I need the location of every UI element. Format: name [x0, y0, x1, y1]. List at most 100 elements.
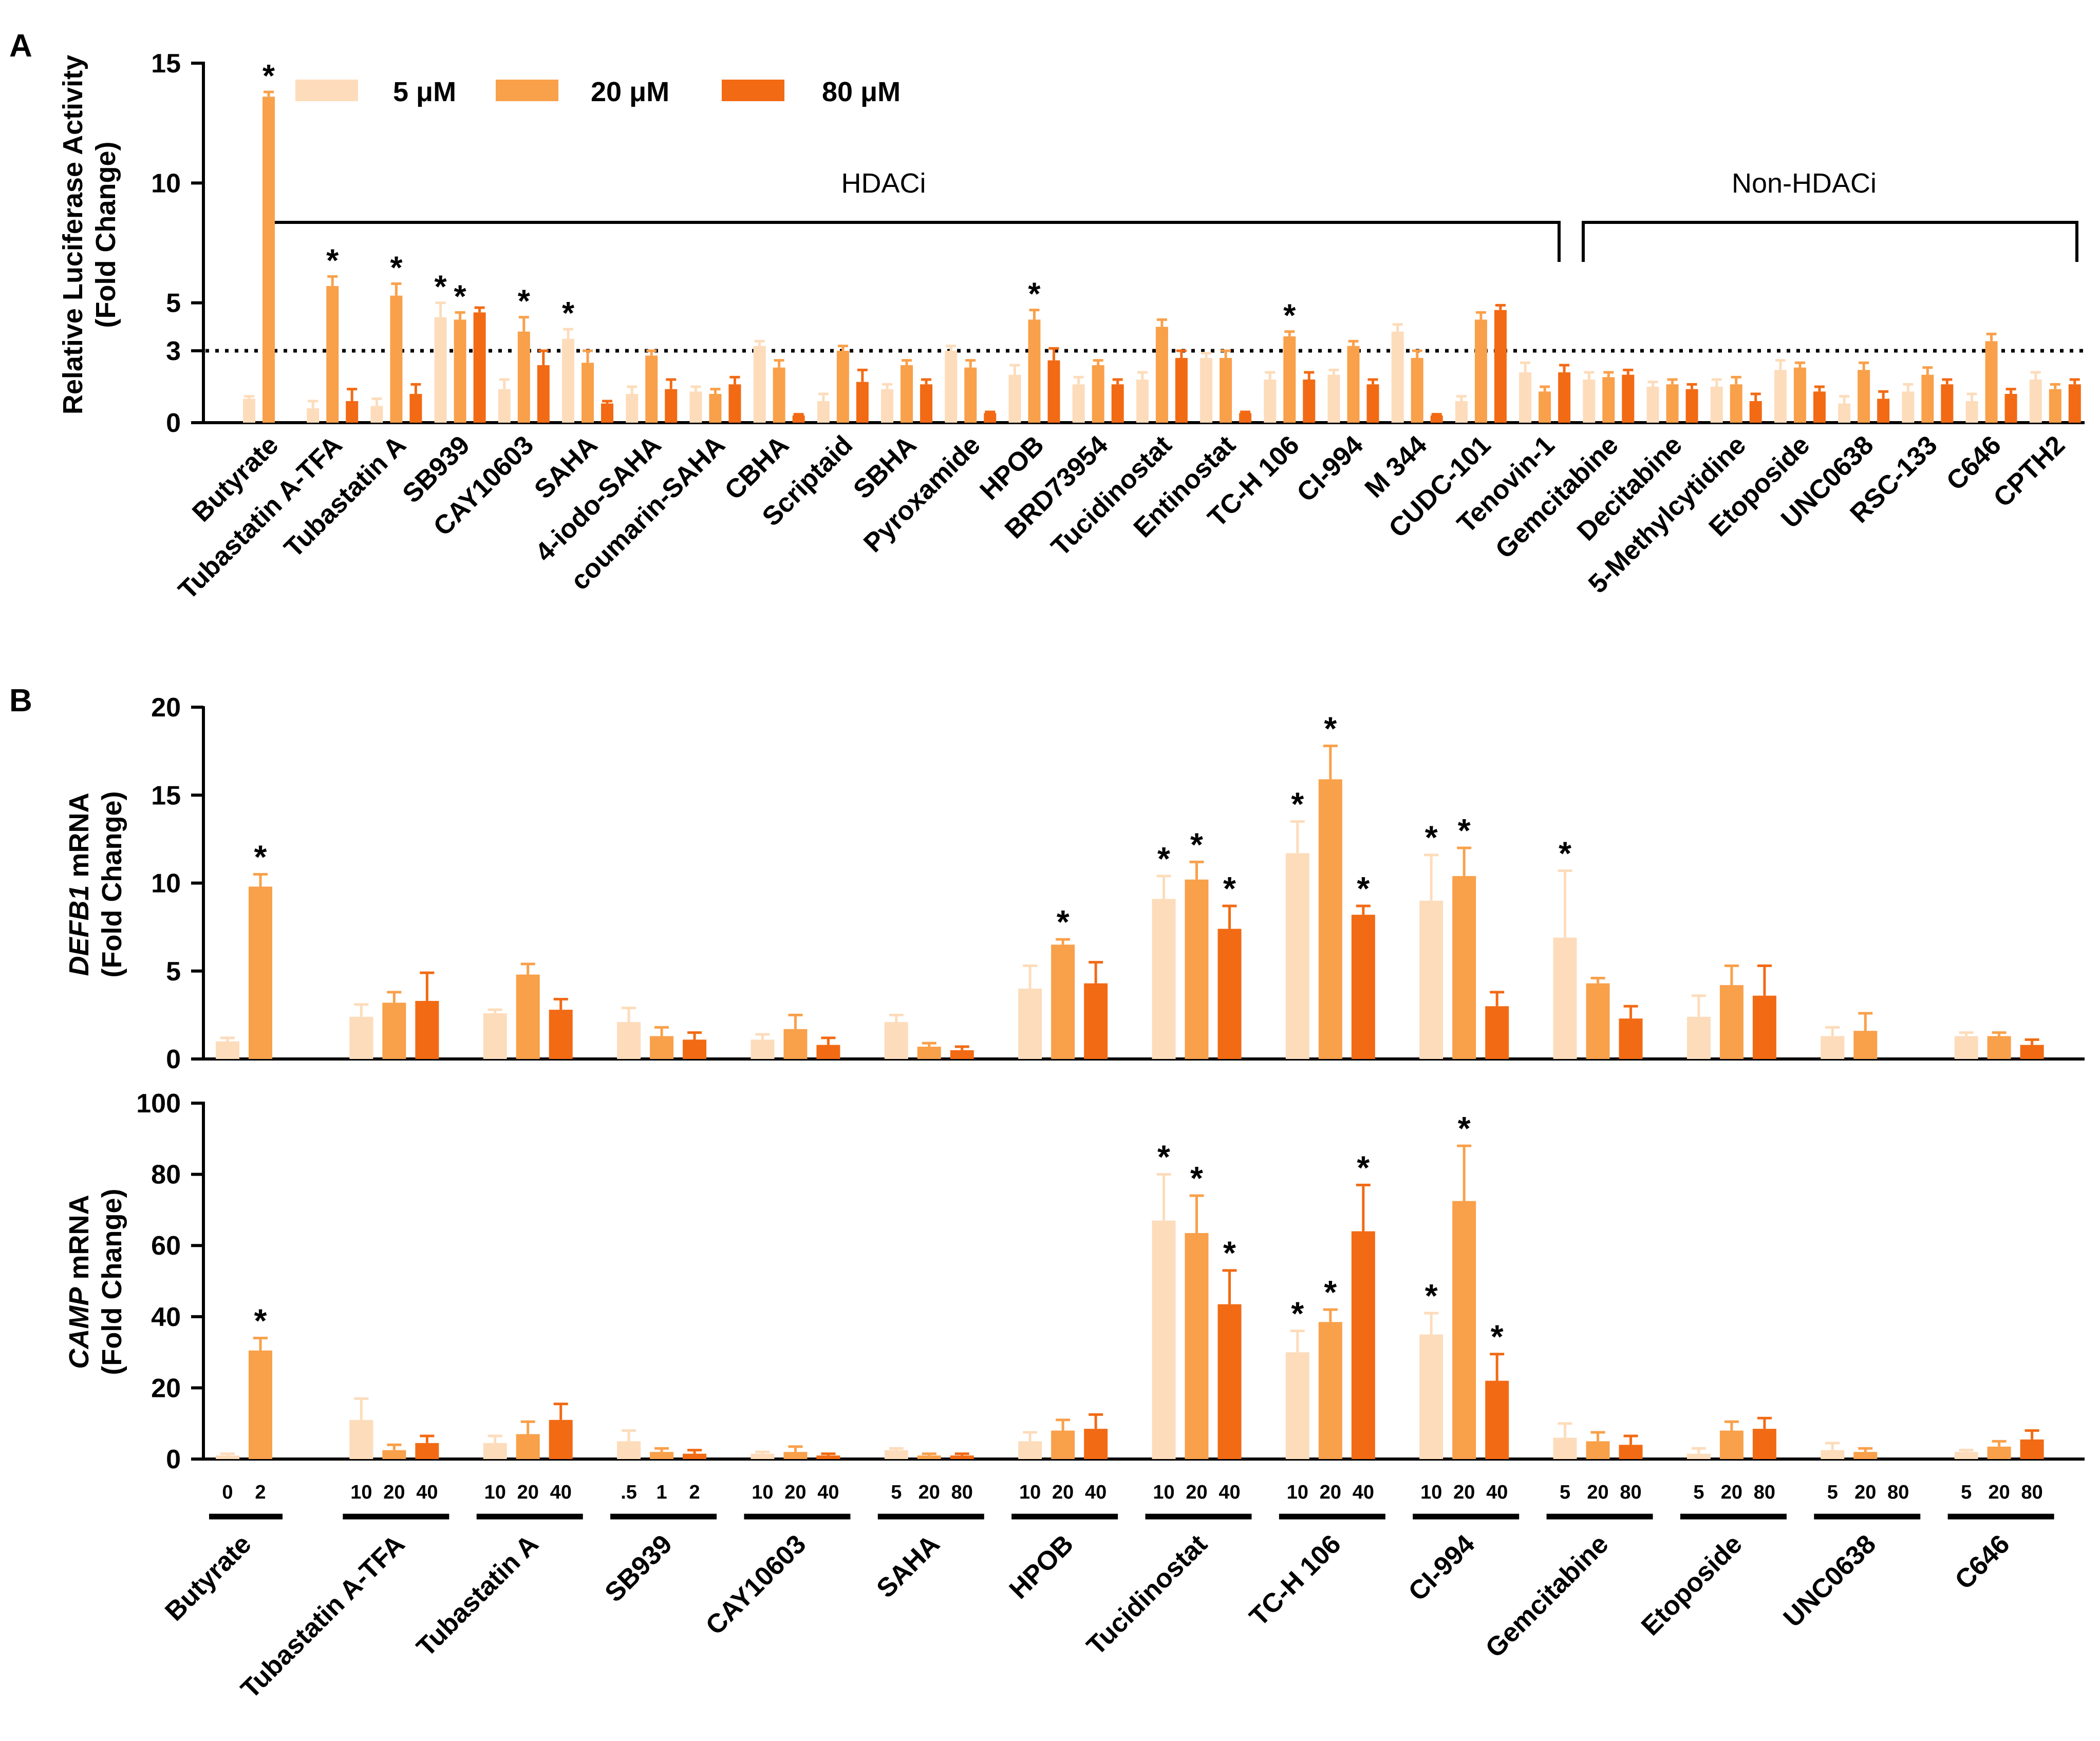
significance-star: *: [1559, 835, 1571, 872]
panel-a-y-axis-title-line1: Relative Luciferase Activity: [58, 55, 88, 414]
panel-a-label: A: [9, 28, 32, 64]
camp-bar-etoposide-dose-3: [1752, 1429, 1776, 1459]
camp-bar-tc-h-106-dose-1: [1285, 1352, 1309, 1459]
x-label-saha: SAHA: [871, 1529, 945, 1603]
panel-a: A Relative Luciferase Activity (Fold Cha…: [9, 28, 2085, 605]
hdaci-label: HDACi: [841, 168, 926, 199]
defb1-y-tick-label: 10: [151, 869, 181, 899]
defb1-bar-ci-994-dose-3: [1485, 1006, 1509, 1059]
bar-tubastatin-a-tfa-80um: [346, 401, 359, 423]
significance-star: *: [1458, 1110, 1471, 1147]
bar-m-344-20um: [1411, 358, 1423, 423]
camp-gene-name: CAMP: [64, 1287, 95, 1369]
bar-4-iodo-saha-20um: [645, 355, 658, 423]
bar-tucidinostat-5um: [1136, 380, 1149, 423]
x-label-sb939: SB939: [599, 1529, 678, 1607]
significance-star: *: [1425, 1277, 1438, 1314]
significance-star: *: [1057, 903, 1070, 940]
defb1-y-suffix: mRNA: [64, 792, 95, 885]
dose-label: 40: [1353, 1482, 1374, 1503]
bar-scriptaid-5um: [817, 401, 830, 423]
hdaci-bracket: HDACi: [263, 168, 1561, 262]
dose-label: 20: [784, 1482, 806, 1503]
defb1-bar-etoposide-dose-1: [1686, 1016, 1711, 1059]
significance-star: *: [1291, 1295, 1304, 1332]
bar-pyroxamide-5um: [945, 351, 958, 423]
dose-label: 2: [255, 1482, 266, 1503]
dose-label: 10: [1019, 1482, 1041, 1503]
bar-unc0638-20um: [1858, 370, 1870, 423]
bar-sb939-5um: [434, 317, 447, 423]
bar-cudc-101-5um: [1455, 401, 1468, 423]
defb1-bar-hpob-dose-3: [1084, 983, 1108, 1059]
dose-label: 1: [657, 1482, 667, 1503]
defb1-bar-gemcitabine-dose-2: [1586, 983, 1610, 1059]
dose-label: 20: [1587, 1482, 1608, 1503]
legend-label-80um: 80 μM: [822, 77, 901, 107]
camp-bar-tubastatin-a-tfa-dose-3: [415, 1443, 439, 1459]
camp-y-tick-label: 20: [151, 1373, 181, 1403]
bar-tubastatin-a-5um: [370, 406, 383, 423]
bar-etoposide-20um: [1793, 367, 1806, 423]
camp-bar-butyrate-dose-1: [216, 1455, 239, 1459]
camp-bar-etoposide-dose-1: [1686, 1453, 1711, 1459]
defb1-bar-tubastatin-a-tfa-dose-1: [349, 1016, 373, 1059]
bar-butyrate-20um: [262, 97, 275, 423]
bar-saha-20um: [582, 363, 594, 423]
dose-label: 10: [350, 1482, 372, 1503]
defb1-y-axis-title: DEFB1 mRNA (Fold Change): [64, 791, 127, 978]
legend-swatch-20um: [496, 80, 558, 101]
bar-hpob-80um: [1047, 360, 1060, 423]
defb1-bar-etoposide-dose-3: [1752, 995, 1776, 1059]
dose-label: 80: [1887, 1482, 1909, 1503]
bar-decitabine-80um: [1685, 389, 1698, 423]
camp-y-axis-title-line2: (Fold Change): [97, 1189, 127, 1375]
bar-hpob-5um: [1008, 374, 1021, 423]
significance-star: *: [562, 296, 575, 331]
x-label-tubastatin-a: Tubastatin A: [411, 1529, 545, 1662]
bar-coumarin-saha-5um: [689, 391, 702, 423]
defb1-bar-cay10603-dose-3: [816, 1045, 840, 1059]
camp-bar-gemcitabine-dose-1: [1553, 1437, 1577, 1459]
significance-star: *: [254, 838, 267, 875]
camp-y-axis-title: CAMP mRNA (Fold Change): [64, 1189, 127, 1375]
camp-bar-tubastatin-a-tfa-dose-2: [382, 1450, 406, 1459]
defb1-bar-sb939-dose-2: [650, 1036, 674, 1059]
legend-swatch-5um: [295, 80, 358, 101]
camp-bar-saha-dose-1: [884, 1450, 908, 1459]
defb1-y-tick-label: 20: [151, 693, 181, 723]
significance-star: *: [1028, 277, 1041, 312]
camp-bar-tubastatin-a-dose-3: [549, 1420, 573, 1459]
significance-star: *: [1157, 840, 1170, 877]
non-hdaci-bracket: Non-HDACi: [1582, 168, 2078, 262]
camp-bar-hpob-dose-1: [1018, 1441, 1042, 1459]
bar-unc0638-80um: [1877, 399, 1890, 423]
significance-star: *: [1157, 1139, 1170, 1176]
camp-bar-saha-dose-3: [950, 1455, 974, 1459]
bar-c646-80um: [2004, 394, 2017, 423]
bar-tc-h-106-5um: [1264, 380, 1277, 423]
significance-star: *: [435, 270, 447, 305]
camp-y-suffix: mRNA: [64, 1195, 95, 1287]
significance-star: *: [254, 1302, 267, 1339]
x-label-gemcitabine: Gemcitabine: [1480, 1529, 1615, 1663]
camp-bar-tubastatin-a-dose-2: [516, 1434, 540, 1459]
bar-gemcitabine-80um: [1622, 374, 1635, 423]
bar-cudc-101-80um: [1494, 310, 1507, 423]
bar-cpth2-5um: [2029, 380, 2042, 423]
dose-label: 10: [484, 1482, 506, 1503]
bar-tubastatin-a-tfa-20um: [326, 286, 339, 423]
defb1-bar-c646-dose-3: [2020, 1045, 2044, 1059]
camp-bar-c646-dose-3: [2020, 1439, 2044, 1459]
bar-rsc-133-5um: [1902, 391, 1915, 423]
significance-star: *: [1283, 298, 1296, 334]
dose-label: 20: [918, 1482, 940, 1503]
defb1-bar-saha-dose-3: [950, 1050, 974, 1059]
bar-pyroxamide-80um: [984, 413, 997, 423]
camp-bar-tucidinostat-dose-2: [1185, 1233, 1209, 1459]
defb1-bar-tc-h-106-dose-1: [1285, 853, 1309, 1059]
camp-bar-unc0638-dose-1: [1821, 1450, 1845, 1459]
defb1-y-tick-label: 0: [166, 1045, 181, 1074]
defb1-bar-tubastatin-a-tfa-dose-2: [382, 1002, 406, 1059]
x-label-c646: C646: [1949, 1529, 2016, 1595]
